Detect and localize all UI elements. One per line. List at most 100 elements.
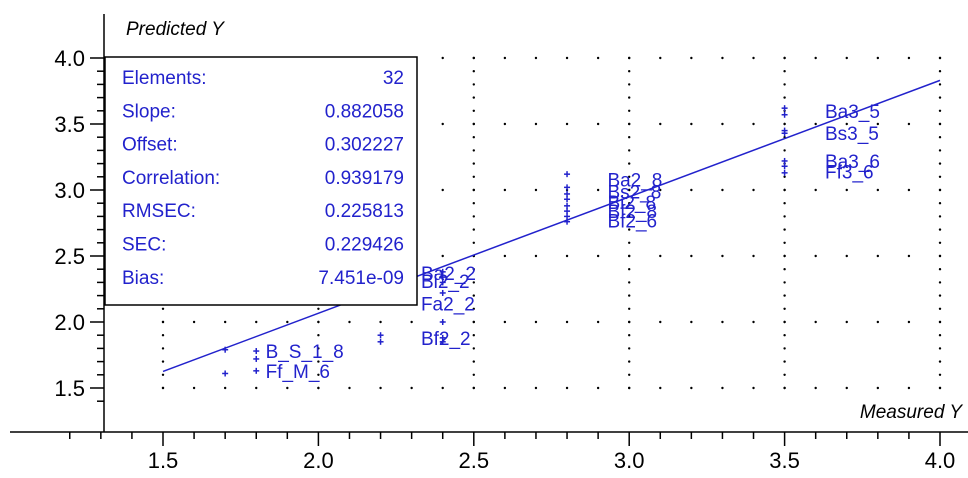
- grid-dot: [472, 347, 475, 350]
- grid-dot: [628, 56, 631, 60]
- grid-dot: [628, 373, 631, 376]
- grid-dot: [907, 56, 911, 60]
- grid-dot: [161, 307, 165, 310]
- grid-dot: [876, 320, 880, 324]
- grid-dot: [938, 136, 942, 139]
- grid-dot: [845, 320, 848, 324]
- grid-dot: [783, 360, 786, 363]
- grid-dot: [876, 386, 880, 390]
- grid-dot: [783, 228, 786, 231]
- grid-dot: [628, 136, 631, 139]
- stats-label: Offset:: [122, 135, 178, 156]
- point-label: Bi2_8: [607, 193, 656, 214]
- point-label: Bf2_2: [421, 329, 471, 350]
- grid-dot: [534, 56, 538, 60]
- grid-dot: [565, 122, 569, 126]
- point-label: Bf2_8: [607, 202, 657, 223]
- grid-dot: [721, 386, 724, 390]
- y-tick-label: 2.5: [54, 244, 85, 269]
- grid-dot: [472, 307, 475, 310]
- grid-dot: [192, 320, 196, 324]
- grid-dot: [938, 96, 942, 99]
- grid-dot: [596, 122, 600, 126]
- grid-dot: [659, 122, 662, 126]
- grid-dot: [286, 320, 289, 324]
- grid-dot: [628, 294, 631, 297]
- grid-dot: [441, 386, 444, 390]
- grid-dot: [938, 202, 942, 205]
- grid-dot: [938, 162, 942, 165]
- grid-dot: [628, 386, 631, 390]
- grid-dot: [938, 188, 942, 192]
- data-point: [564, 208, 571, 215]
- x-axis-title: Measured Y: [860, 402, 963, 423]
- data-point: [564, 196, 571, 203]
- data-points: [222, 105, 788, 377]
- grid-dot: [783, 83, 786, 86]
- grid-dot: [472, 215, 475, 218]
- grid-dot: [472, 162, 475, 165]
- grid-dot: [938, 386, 942, 390]
- grid-dot: [783, 215, 786, 218]
- grid-dot: [628, 307, 631, 310]
- grid-dot: [938, 122, 942, 126]
- y-tick-label: 3.0: [54, 178, 85, 203]
- grid-dot: [472, 96, 475, 99]
- stats-label: RMSEC:: [122, 201, 196, 222]
- point-label: Ba2_8: [607, 170, 662, 191]
- grid-dot: [938, 307, 942, 310]
- grid-dot: [161, 360, 165, 363]
- grid-dot: [441, 254, 444, 258]
- point-label: Bs3_5: [825, 124, 879, 145]
- grid-dot: [441, 56, 444, 60]
- grid-dot: [503, 122, 507, 126]
- grid-dot: [690, 254, 693, 258]
- grid-dot: [845, 188, 848, 192]
- x-tick-label: 2.5: [459, 448, 490, 473]
- grid-dot: [472, 56, 475, 60]
- stats-value: 0.229426: [325, 235, 404, 256]
- grid-dot: [472, 373, 475, 376]
- grid-dot: [938, 373, 942, 376]
- data-point: [781, 105, 788, 112]
- grid-dot: [783, 96, 786, 99]
- grid-dot: [845, 56, 848, 60]
- grid-dot: [565, 320, 569, 324]
- data-point: [781, 157, 788, 164]
- grid-dot: [783, 307, 786, 310]
- grid-dot: [783, 175, 786, 178]
- grid-dot: [938, 70, 942, 73]
- grid-dot: [783, 294, 786, 297]
- grid-dot: [721, 188, 724, 192]
- point-label: Ff3_6: [825, 163, 874, 184]
- grid-dot: [472, 360, 475, 363]
- grid-dot: [783, 56, 786, 60]
- grid-dot: [752, 188, 755, 192]
- grid-dot: [659, 254, 662, 258]
- stats-label: SEC:: [122, 235, 166, 256]
- grid-dot: [938, 175, 942, 178]
- grid-dot: [907, 320, 911, 324]
- grid-dot: [752, 320, 755, 324]
- grid-dot: [659, 56, 662, 60]
- grid-dot: [441, 122, 444, 126]
- grid-dot: [379, 320, 382, 324]
- grid-dot: [907, 122, 911, 126]
- grid-dot: [596, 188, 600, 192]
- grid-dot: [659, 188, 662, 192]
- grid-dot: [472, 320, 475, 324]
- grid-dot: [659, 320, 662, 324]
- grid-dot: [783, 334, 786, 337]
- point-label: Bs2_8: [607, 182, 661, 203]
- grid-dot: [192, 386, 196, 390]
- grid-dot: [752, 56, 755, 60]
- grid-dot: [317, 307, 320, 310]
- y-tick-label: 1.5: [54, 376, 85, 401]
- data-point: [781, 169, 788, 176]
- data-point: [253, 348, 260, 355]
- x-tick-label: 1.5: [148, 448, 179, 473]
- grid-dot: [472, 386, 475, 390]
- grid-dot: [565, 56, 569, 60]
- data-point: [564, 171, 571, 178]
